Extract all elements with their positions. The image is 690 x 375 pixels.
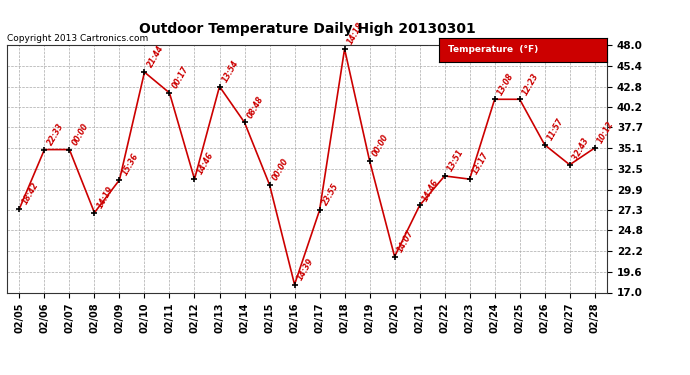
Text: 13:54: 13:54: [221, 58, 241, 84]
Text: Copyright 2013 Cartronics.com: Copyright 2013 Cartronics.com: [7, 34, 148, 43]
Text: 00:00: 00:00: [271, 157, 290, 182]
Text: 14:46: 14:46: [421, 177, 441, 203]
Text: 21:44: 21:44: [146, 44, 166, 69]
Text: 13:08: 13:08: [496, 71, 516, 96]
Text: 14:18: 14:18: [346, 21, 366, 46]
Title: Outdoor Temperature Daily High 20130301: Outdoor Temperature Daily High 20130301: [139, 22, 475, 36]
Text: 14:07: 14:07: [396, 228, 416, 254]
Text: 14:19: 14:19: [96, 184, 116, 210]
Text: 00:00: 00:00: [71, 122, 90, 147]
Text: 15:36: 15:36: [121, 152, 141, 177]
Text: 23:55: 23:55: [321, 182, 341, 207]
Text: 22:33: 22:33: [46, 122, 66, 147]
Text: 18:42: 18:42: [21, 181, 41, 206]
Text: 00:00: 00:00: [371, 133, 391, 158]
Text: 14:39: 14:39: [296, 256, 316, 282]
Text: 32:43: 32:43: [571, 137, 591, 162]
Text: 00:17: 00:17: [171, 65, 190, 90]
Text: 14:46: 14:46: [196, 151, 216, 176]
Text: 13:17: 13:17: [471, 151, 491, 176]
Text: 10:12: 10:12: [596, 120, 616, 145]
Text: 08:48: 08:48: [246, 94, 266, 120]
Text: 13:51: 13:51: [446, 148, 466, 173]
Text: 11:57: 11:57: [546, 117, 566, 142]
Text: 12:23: 12:23: [521, 71, 541, 96]
